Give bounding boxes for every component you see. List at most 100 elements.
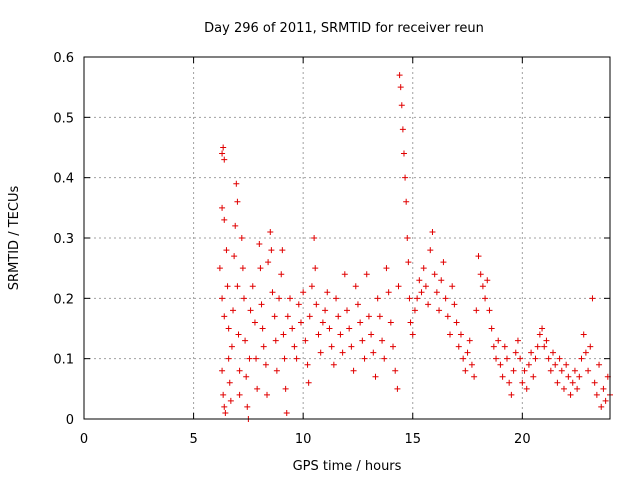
data-point xyxy=(243,373,250,380)
data-point xyxy=(385,289,392,296)
data-point xyxy=(219,295,226,302)
data-point xyxy=(455,343,462,350)
data-point xyxy=(499,373,506,380)
data-point xyxy=(534,343,541,350)
data-point xyxy=(282,385,289,392)
data-point xyxy=(602,397,609,404)
data-point xyxy=(514,337,521,344)
data-point xyxy=(224,283,231,290)
data-point xyxy=(541,343,548,350)
x-tick-label: 10 xyxy=(295,432,312,447)
data-point xyxy=(276,295,283,302)
y-tick-label: 0.6 xyxy=(53,51,74,66)
data-point xyxy=(302,337,309,344)
data-point xyxy=(580,331,587,338)
chart-title: Day 296 of 2011, SRMTID for receiver reu… xyxy=(204,21,484,36)
data-point xyxy=(278,271,285,278)
data-point xyxy=(365,313,372,320)
data-point xyxy=(440,259,447,266)
data-point xyxy=(475,253,482,260)
data-point xyxy=(571,367,578,374)
data-point xyxy=(267,228,274,235)
data-point xyxy=(326,325,333,332)
data-point xyxy=(272,337,279,344)
data-point xyxy=(352,283,359,290)
data-point xyxy=(346,325,353,332)
data-point xyxy=(525,361,532,368)
data-point xyxy=(357,319,364,326)
data-point xyxy=(223,247,230,254)
data-point xyxy=(422,283,429,290)
data-point xyxy=(406,295,413,302)
data-point xyxy=(414,295,421,302)
data-point xyxy=(429,228,436,235)
data-point xyxy=(335,313,342,320)
data-point xyxy=(582,349,589,356)
data-point xyxy=(420,265,427,272)
data-points xyxy=(216,72,613,422)
data-point xyxy=(284,313,291,320)
data-point xyxy=(233,180,240,187)
data-point xyxy=(519,379,526,386)
data-point xyxy=(506,379,513,386)
data-point xyxy=(530,373,537,380)
data-point xyxy=(486,307,493,314)
data-point xyxy=(536,331,543,338)
data-point xyxy=(457,331,464,338)
x-tick-label: 20 xyxy=(514,432,531,447)
data-point xyxy=(221,216,228,223)
data-point xyxy=(399,126,406,133)
data-point xyxy=(416,277,423,284)
data-point xyxy=(291,343,298,350)
data-point xyxy=(216,265,223,272)
data-point xyxy=(569,379,576,386)
data-point xyxy=(560,385,567,392)
data-point xyxy=(308,283,315,290)
data-point xyxy=(251,319,258,326)
data-point xyxy=(262,361,269,368)
data-point xyxy=(374,295,381,302)
data-point xyxy=(578,355,585,362)
data-point xyxy=(368,331,375,338)
data-point xyxy=(396,72,403,79)
data-point xyxy=(372,373,379,380)
data-point xyxy=(246,355,253,362)
data-point xyxy=(512,349,519,356)
data-point xyxy=(539,325,546,332)
data-point xyxy=(528,349,535,356)
data-point xyxy=(521,367,528,374)
data-point xyxy=(222,409,229,416)
data-point xyxy=(259,325,266,332)
data-point xyxy=(220,391,227,398)
data-point xyxy=(545,355,552,362)
data-point xyxy=(236,367,243,374)
data-point xyxy=(587,343,594,350)
data-point xyxy=(567,391,574,398)
data-point xyxy=(596,361,603,368)
data-point xyxy=(317,349,324,356)
data-point xyxy=(444,313,451,320)
data-point xyxy=(598,403,605,410)
data-point xyxy=(350,367,357,374)
x-tick-label: 5 xyxy=(189,432,197,447)
data-point xyxy=(376,313,383,320)
y-axis-label: SRMTID / TECUs xyxy=(7,186,22,291)
data-point xyxy=(402,174,409,181)
data-point xyxy=(453,319,460,326)
data-point xyxy=(279,247,286,254)
data-point xyxy=(230,307,237,314)
data-point xyxy=(235,331,242,338)
y-tick-label: 0.2 xyxy=(53,292,74,307)
data-point xyxy=(473,307,480,314)
data-point xyxy=(547,367,554,374)
data-point xyxy=(225,355,232,362)
data-point xyxy=(501,343,508,350)
data-point xyxy=(221,156,228,163)
data-point xyxy=(532,355,539,362)
data-point xyxy=(295,301,302,308)
data-point xyxy=(244,403,251,410)
data-point xyxy=(297,319,304,326)
data-point xyxy=(460,355,467,362)
